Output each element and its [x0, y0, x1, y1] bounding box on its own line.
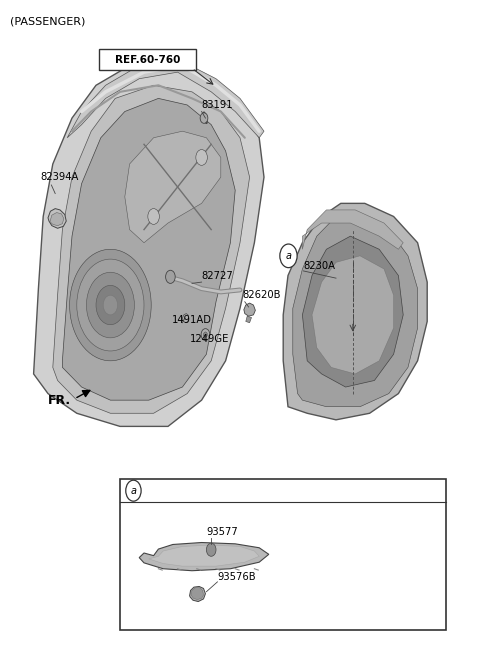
Polygon shape — [182, 314, 189, 323]
Text: (PASSENGER): (PASSENGER) — [10, 16, 85, 26]
Polygon shape — [246, 316, 252, 323]
Polygon shape — [50, 213, 64, 226]
Polygon shape — [53, 85, 250, 413]
Polygon shape — [312, 256, 394, 374]
Polygon shape — [139, 543, 269, 571]
Circle shape — [201, 329, 210, 340]
Circle shape — [196, 150, 207, 165]
Polygon shape — [149, 545, 259, 566]
Polygon shape — [191, 588, 204, 600]
Text: 82394A: 82394A — [41, 172, 79, 182]
Polygon shape — [67, 59, 264, 138]
Bar — [120, 479, 446, 630]
Polygon shape — [48, 209, 66, 228]
Circle shape — [70, 249, 151, 361]
Text: 93576B: 93576B — [217, 572, 256, 582]
Circle shape — [103, 295, 118, 315]
Polygon shape — [62, 98, 235, 400]
Circle shape — [126, 480, 141, 501]
Circle shape — [166, 270, 175, 283]
FancyBboxPatch shape — [99, 49, 196, 70]
Circle shape — [204, 332, 207, 337]
Polygon shape — [190, 586, 205, 602]
Text: REF.60-760: REF.60-760 — [115, 54, 180, 65]
Text: 8230A: 8230A — [303, 261, 336, 271]
Circle shape — [148, 209, 159, 224]
Circle shape — [77, 259, 144, 351]
Polygon shape — [302, 236, 403, 387]
Text: 1249GE: 1249GE — [190, 335, 229, 344]
Polygon shape — [244, 303, 255, 316]
Text: 1491AD: 1491AD — [172, 315, 212, 325]
Polygon shape — [302, 210, 403, 249]
Text: 82620B: 82620B — [242, 291, 281, 300]
Text: 93577: 93577 — [206, 527, 238, 537]
Polygon shape — [283, 203, 427, 420]
Polygon shape — [34, 66, 264, 426]
Text: 82727: 82727 — [202, 271, 233, 281]
Text: FR.: FR. — [48, 394, 71, 407]
Text: a: a — [131, 485, 136, 496]
Text: a: a — [286, 251, 291, 261]
Circle shape — [200, 113, 208, 123]
Circle shape — [206, 543, 216, 556]
Polygon shape — [125, 131, 221, 243]
Text: 83191: 83191 — [202, 100, 233, 110]
Polygon shape — [293, 216, 418, 407]
Circle shape — [86, 272, 134, 338]
Circle shape — [96, 285, 125, 325]
Circle shape — [280, 244, 297, 268]
